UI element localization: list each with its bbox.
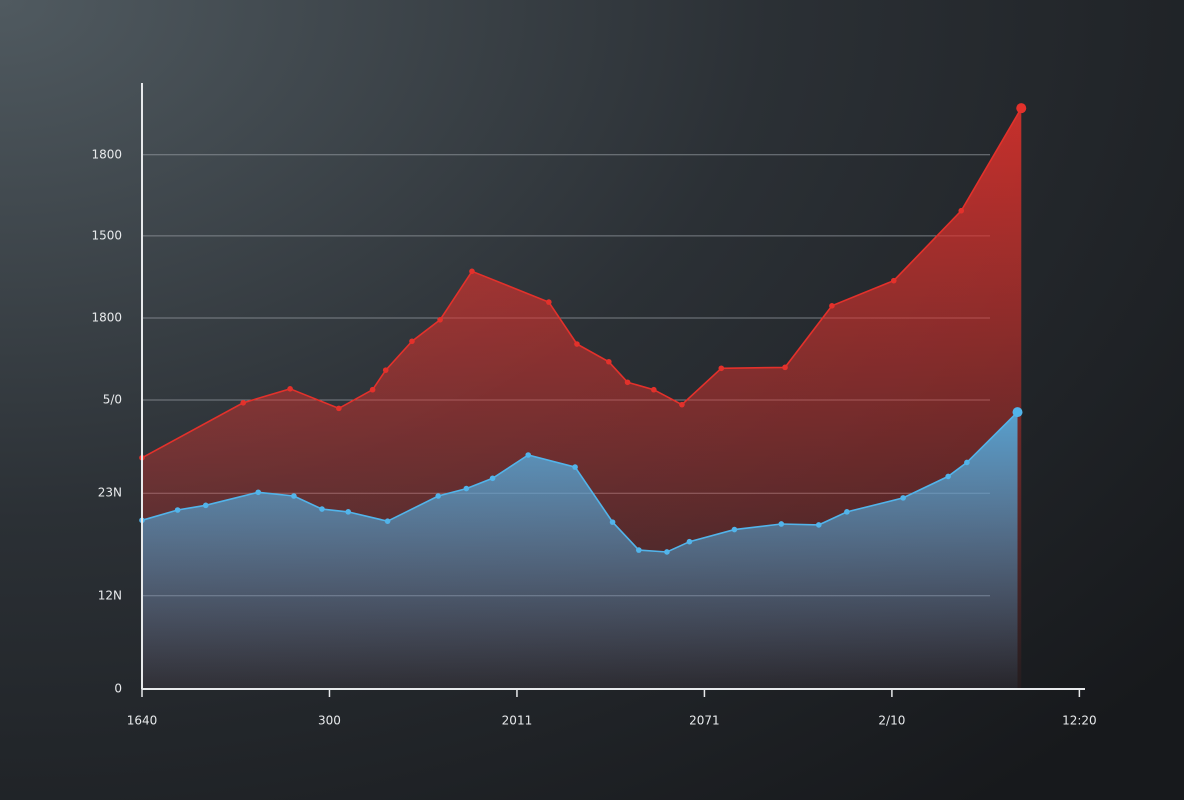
y-tick-label: 0 [114,682,122,696]
y-tick-label: 5/0 [103,392,122,406]
data-point [686,538,693,545]
data-point [815,522,822,528]
area-fill [142,412,1018,689]
data-point [174,507,181,513]
y-tick-label: 23N [98,486,122,500]
data-point [664,549,670,555]
data-point [636,547,642,553]
data-point [624,379,631,386]
data-point [900,495,906,501]
data-point [489,475,496,482]
data-point [890,277,897,284]
data-point [572,464,578,470]
data-point [1016,103,1027,114]
data-point [1012,407,1023,418]
data-point [240,399,247,406]
data-point [829,303,835,309]
y-tick-label: 1800 [91,310,122,324]
data-point [718,365,725,372]
y-tick-label: 12N [98,588,122,602]
data-point [287,385,293,392]
x-tick-label: 2071 [689,714,720,728]
data-point [409,338,415,345]
data-point [384,518,391,524]
data-point [945,473,951,480]
data-point [336,405,342,412]
data-point [469,268,475,275]
x-tick-label: 2/10 [878,714,905,728]
data-point [255,489,262,496]
data-point [463,485,470,492]
data-point [369,386,376,393]
data-point [964,459,970,466]
data-point [319,506,325,512]
data-point [958,207,965,214]
data-point [782,364,788,371]
data-point [651,386,657,393]
x-tick-label: 300 [318,714,341,728]
data-point [679,401,685,408]
x-tick-label: 2011 [502,714,533,728]
y-tick-label: 1500 [91,228,122,242]
data-point [546,299,552,305]
data-point [574,341,580,347]
data-point [437,317,443,323]
data-point [606,358,612,365]
data-point [382,367,389,373]
data-point [525,452,531,458]
data-point [844,509,850,515]
data-point [778,521,785,527]
x-tick-label: 12:20 [1062,714,1097,728]
data-point [609,519,616,525]
x-tick-label: 1640 [127,714,158,728]
data-point [435,493,442,499]
data-point [202,502,209,509]
data-point [345,509,352,515]
y-tick-label: 1800 [91,147,122,161]
data-point [291,493,297,499]
data-point [731,526,738,533]
